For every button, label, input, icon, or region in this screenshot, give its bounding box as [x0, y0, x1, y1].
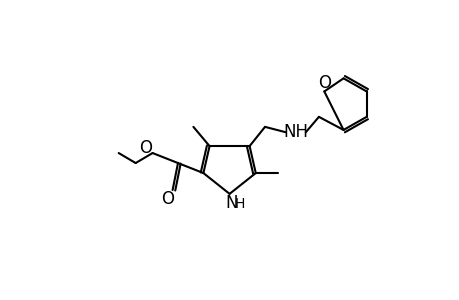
Text: H: H	[234, 197, 244, 211]
Text: O: O	[317, 74, 330, 92]
Text: O: O	[139, 139, 152, 157]
Text: N: N	[224, 194, 237, 212]
Text: NH: NH	[283, 123, 308, 141]
Text: O: O	[161, 190, 174, 208]
